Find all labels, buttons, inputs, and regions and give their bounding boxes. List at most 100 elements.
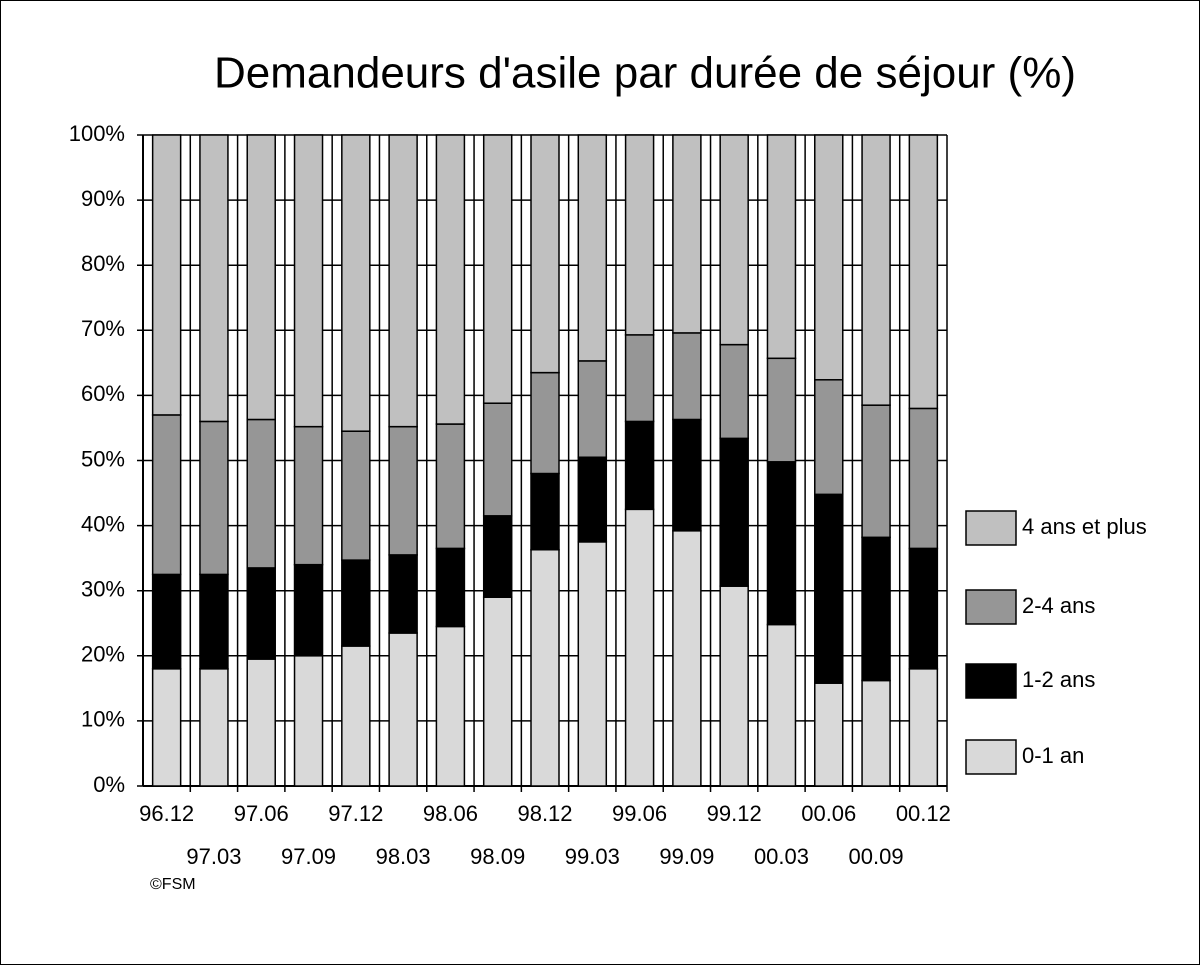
bar-segment	[151, 668, 182, 787]
legend-swatch	[965, 663, 1017, 699]
bar-segment	[435, 134, 466, 425]
bar-segment	[199, 134, 229, 423]
bar-segment	[388, 425, 418, 556]
bar-segment	[672, 530, 702, 787]
bar-segment	[577, 541, 608, 787]
x-tick-label: 00.03	[754, 844, 809, 869]
bar-segment	[151, 414, 182, 576]
bar-segment	[246, 567, 276, 660]
bar-segment	[199, 668, 229, 787]
bar-segment	[293, 655, 324, 787]
y-tick-label: 90%	[81, 186, 125, 211]
bar-segment	[482, 134, 513, 404]
bar-segment	[577, 360, 608, 458]
bar-segment	[293, 134, 324, 428]
bar-segment	[341, 134, 371, 432]
x-tick-label: 99.09	[659, 844, 714, 869]
x-tick-label: 97.09	[281, 844, 336, 869]
bar-segment	[861, 536, 891, 682]
bar-segment	[435, 625, 466, 787]
legend-label: 0-1 an	[1022, 743, 1084, 768]
bar-segment	[719, 585, 749, 787]
legend-label: 2-4 ans	[1022, 593, 1095, 618]
x-tick-label: 97.03	[186, 844, 241, 869]
bar-segment	[435, 423, 466, 550]
bar-segment	[482, 402, 513, 517]
bar-segment	[908, 407, 939, 550]
legend-swatch	[965, 589, 1017, 625]
bar-segment	[672, 418, 702, 532]
bar-segment	[530, 472, 560, 551]
bar-segment	[293, 563, 324, 657]
bar-segment	[199, 573, 229, 670]
bar-segment	[435, 547, 466, 628]
bar-segment	[814, 134, 844, 381]
y-tick-label: 50%	[81, 446, 125, 471]
y-tick-label: 40%	[81, 511, 125, 536]
bar-segment	[388, 134, 418, 428]
bar-segment	[861, 404, 891, 539]
bar-segment	[577, 456, 608, 543]
bar-segment	[624, 334, 655, 423]
bar-segment	[577, 134, 608, 362]
x-tick-label: 98.06	[423, 801, 478, 826]
bar-segment	[719, 134, 749, 346]
legend-swatch	[965, 510, 1017, 546]
bar-segment	[151, 134, 182, 416]
bar-segment	[814, 379, 844, 496]
y-tick-label: 30%	[81, 577, 125, 602]
bar-segment	[246, 134, 276, 421]
bar-segment	[530, 371, 560, 475]
chart-title: Demandeurs d'asile par durée de séjour (…	[214, 49, 1076, 98]
footnote: ©FSM	[150, 876, 196, 893]
bar-segment	[766, 357, 797, 463]
x-tick-label: 00.12	[896, 801, 951, 826]
bar-segment	[766, 134, 797, 360]
x-tick-label: 00.06	[801, 801, 856, 826]
bar-segment	[341, 430, 371, 561]
bar-segment	[293, 425, 324, 566]
bar-segment	[151, 573, 182, 670]
bar-segment	[246, 658, 276, 787]
x-tick-label: 99.12	[707, 801, 762, 826]
bar-segment	[672, 332, 702, 421]
bar-segment	[624, 420, 655, 511]
x-tick-label: 98.09	[470, 844, 525, 869]
bar-segment	[530, 134, 560, 374]
y-tick-label: 60%	[81, 381, 125, 406]
x-tick-label: 99.06	[612, 801, 667, 826]
bar-segment	[908, 134, 939, 410]
y-tick-label: 100%	[69, 121, 125, 146]
bar-segment	[388, 554, 418, 634]
bar-segment	[341, 645, 371, 787]
bar-segment	[530, 548, 560, 787]
x-tick-label: 98.03	[376, 844, 431, 869]
y-tick-label: 80%	[81, 251, 125, 276]
legend-swatch	[965, 739, 1017, 775]
legend-label: 1-2 ans	[1022, 667, 1095, 692]
x-tick-label: 97.12	[328, 801, 383, 826]
bar-segment	[814, 682, 844, 787]
bar-segment	[482, 515, 513, 598]
bar-segment	[861, 134, 891, 406]
x-tick-label: 97.06	[234, 801, 289, 826]
bar-segment	[719, 437, 749, 587]
y-tick-label: 10%	[81, 707, 125, 732]
bar-segment	[482, 596, 513, 787]
bar-segment	[814, 493, 844, 684]
bar-segment	[766, 461, 797, 626]
x-tick-label: 96.12	[139, 801, 194, 826]
y-tick-label: 0%	[93, 772, 125, 797]
x-tick-label: 98.12	[517, 801, 572, 826]
bar-segment	[341, 559, 371, 647]
bar-segment	[624, 134, 655, 336]
y-tick-label: 20%	[81, 642, 125, 667]
bar-segment	[199, 420, 229, 576]
bar-segment	[766, 623, 797, 787]
bar-segment	[624, 508, 655, 787]
bar-segment	[861, 679, 891, 787]
bar-segment	[908, 668, 939, 787]
bar-segment	[672, 134, 702, 334]
bar-segment	[908, 547, 939, 670]
